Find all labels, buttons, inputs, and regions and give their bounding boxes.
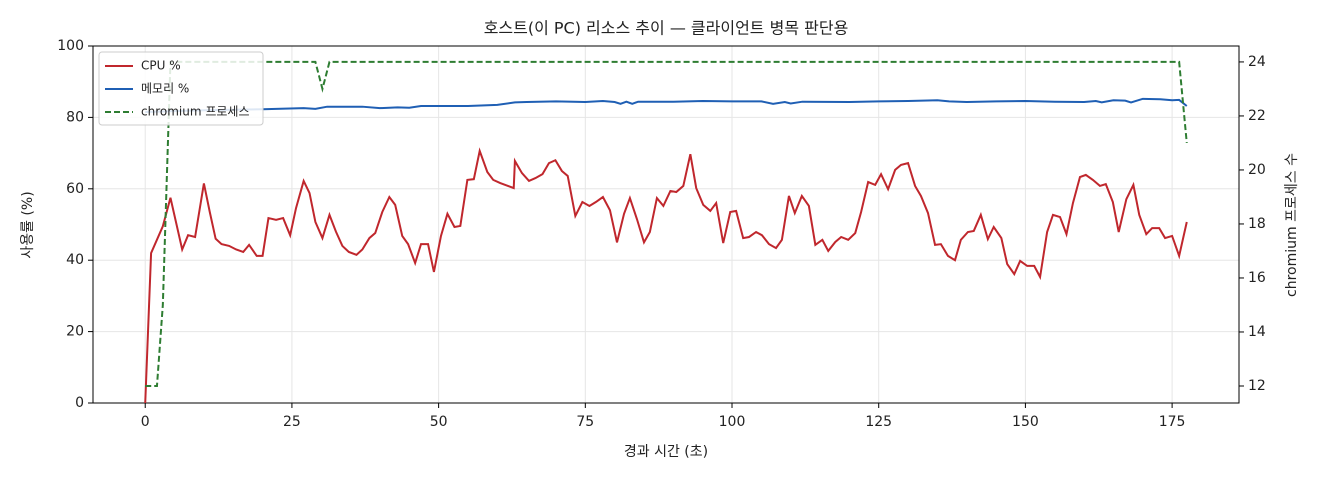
x-tick-label: 75 (576, 414, 594, 430)
x-axis-label: 경과 시간 (초) (624, 444, 708, 460)
legend-label: 메모리 % (141, 82, 189, 96)
chart-title: 호스트(이 PC) 리소스 추이 — 클라이언트 병목 판단용 (484, 19, 849, 38)
y-tick-label: 20 (66, 324, 84, 340)
series-line (145, 60, 1188, 387)
x-tick-label: 0 (141, 414, 150, 430)
series-line (144, 147, 1188, 404)
x-tick-label: 50 (430, 414, 448, 430)
legend-box (98, 51, 264, 126)
y2-tick-label: 16 (1248, 270, 1266, 286)
y2-tick-label: 22 (1248, 108, 1266, 124)
legend: CPU % 메모리 % chromium 프로세스 (98, 51, 264, 126)
x-tick-label: 150 (1012, 414, 1039, 430)
y-tick-label: 80 (66, 109, 84, 125)
x-tick-label: 175 (1159, 414, 1186, 430)
y-axis-label: 사용률 (%) (20, 191, 36, 258)
x-tick-label: 125 (865, 414, 892, 430)
plot-frame (92, 45, 1240, 404)
legend-label: chromium 프로세스 (141, 105, 250, 119)
y-tick-label: 100 (57, 38, 84, 54)
y-tick-label: 40 (66, 252, 84, 268)
y2-tick-label: 18 (1248, 216, 1266, 232)
series-line (145, 97, 1188, 114)
y2-tick-label: 20 (1248, 162, 1266, 178)
y2-axis-label: chromium 프로세스 수 (1284, 153, 1300, 297)
y-tick-label: 0 (75, 395, 84, 411)
legend-label: CPU % (141, 59, 181, 73)
y2-tick-label: 14 (1248, 324, 1266, 340)
x-tick-label: 25 (283, 414, 301, 430)
y-tick-label: 60 (66, 181, 84, 197)
x-tick-label: 100 (719, 414, 746, 430)
y2-tick-label: 24 (1248, 54, 1266, 70)
y2-tick-label: 12 (1248, 378, 1266, 394)
